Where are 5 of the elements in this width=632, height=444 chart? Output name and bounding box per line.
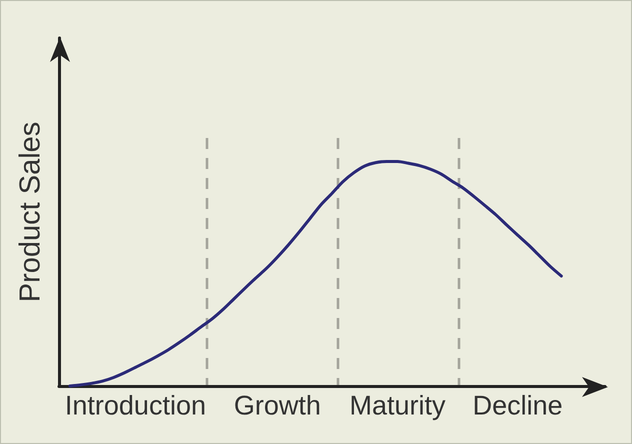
x-tick-label: Growth: [234, 390, 321, 420]
x-tick-label: Decline: [472, 390, 563, 420]
x-tick-label: Maturity: [350, 390, 446, 420]
x-tick-label: Introduction: [64, 390, 206, 420]
y-axis-title: Product Sales: [14, 122, 46, 302]
